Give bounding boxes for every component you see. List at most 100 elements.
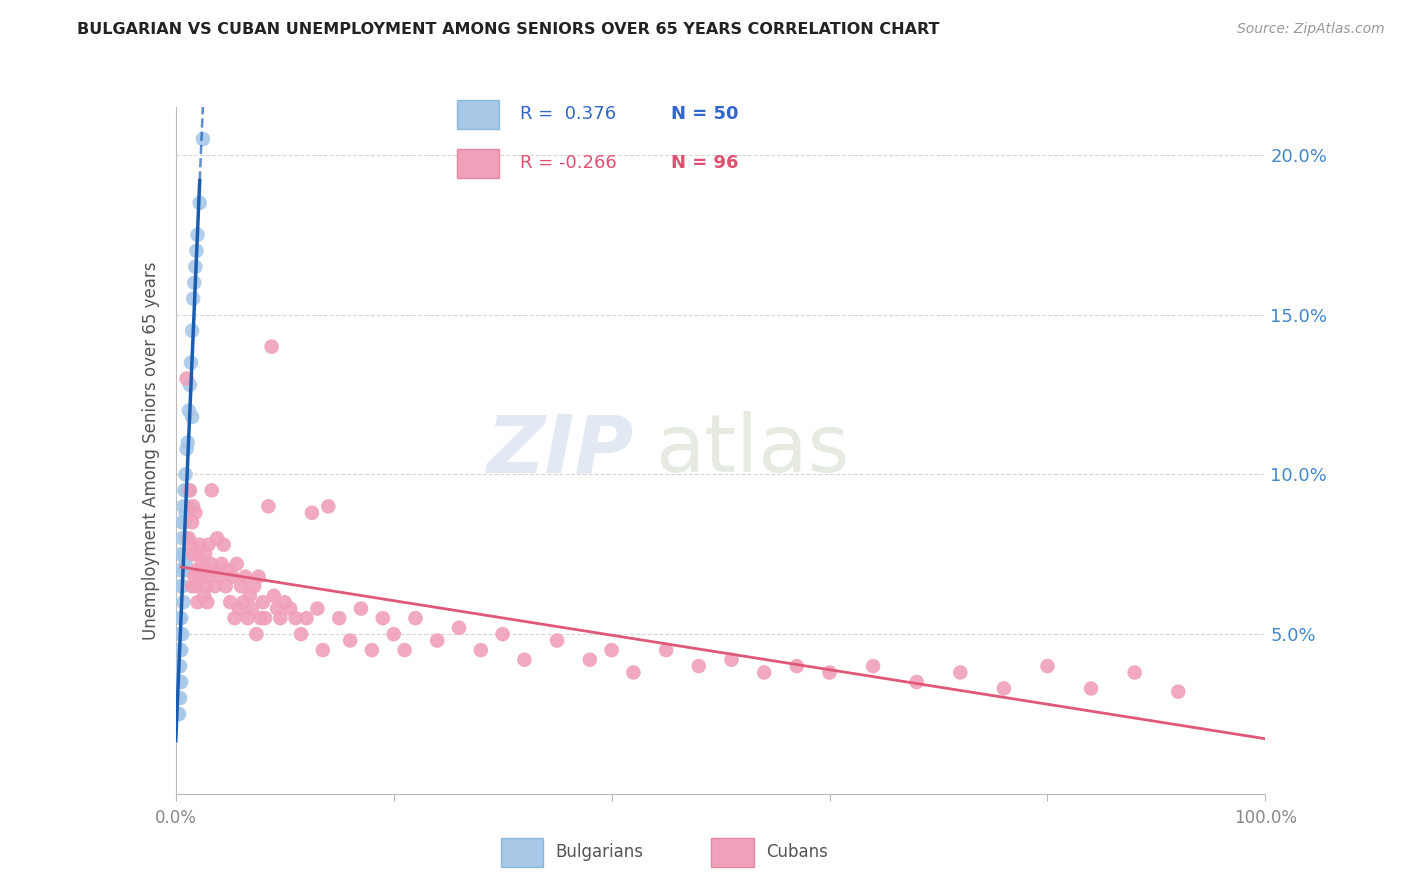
- Point: [426, 633, 449, 648]
- Point: [754, 665, 776, 680]
- Point: [173, 516, 195, 530]
- Point: [184, 506, 207, 520]
- Point: [205, 531, 228, 545]
- Point: [176, 483, 198, 498]
- Point: [204, 579, 226, 593]
- Point: [546, 633, 568, 648]
- Point: [235, 569, 257, 583]
- Point: [172, 595, 194, 609]
- Point: [181, 516, 204, 530]
- Point: [181, 292, 204, 306]
- Point: [257, 500, 280, 514]
- Point: [263, 589, 285, 603]
- Point: [201, 483, 224, 498]
- Point: [186, 595, 209, 609]
- Point: [180, 356, 202, 370]
- Point: [177, 531, 200, 545]
- Point: [172, 531, 194, 545]
- Point: [1123, 665, 1146, 680]
- Point: [232, 595, 254, 609]
- Point: [245, 627, 267, 641]
- Point: [600, 643, 623, 657]
- Point: [208, 569, 231, 583]
- Point: [179, 378, 201, 392]
- Text: atlas: atlas: [655, 411, 849, 490]
- Point: [186, 244, 208, 258]
- Point: [177, 500, 200, 514]
- Point: [225, 557, 247, 571]
- Point: [172, 547, 194, 561]
- Point: [197, 538, 219, 552]
- Point: [167, 706, 190, 721]
- Point: [328, 611, 350, 625]
- Point: [274, 595, 297, 609]
- Point: [174, 557, 197, 571]
- Point: [184, 260, 207, 274]
- Point: [190, 569, 212, 583]
- Point: [184, 579, 207, 593]
- Point: [183, 276, 205, 290]
- Point: [169, 691, 191, 706]
- Point: [688, 659, 710, 673]
- Point: [339, 633, 361, 648]
- Point: [295, 611, 318, 625]
- Point: [221, 569, 243, 583]
- Point: [188, 195, 211, 210]
- Text: N = 96: N = 96: [671, 154, 740, 172]
- Point: [181, 409, 204, 424]
- Point: [786, 659, 808, 673]
- Point: [301, 506, 323, 520]
- Point: [254, 611, 277, 625]
- Point: [173, 483, 195, 498]
- Point: [169, 611, 191, 625]
- Point: [621, 665, 644, 680]
- Point: [170, 579, 193, 593]
- Point: [219, 595, 242, 609]
- Point: [170, 643, 193, 657]
- Point: [269, 611, 291, 625]
- Point: [350, 601, 373, 615]
- Point: [191, 132, 214, 146]
- Point: [405, 611, 427, 625]
- Point: [181, 547, 204, 561]
- FancyBboxPatch shape: [501, 838, 543, 867]
- FancyBboxPatch shape: [457, 148, 499, 178]
- Point: [173, 563, 195, 577]
- Point: [176, 442, 198, 456]
- Point: [252, 595, 274, 609]
- Point: [247, 569, 270, 583]
- Text: R = -0.266: R = -0.266: [520, 154, 617, 172]
- Point: [181, 500, 204, 514]
- Text: N = 50: N = 50: [671, 105, 740, 123]
- Point: [579, 653, 602, 667]
- Point: [172, 516, 194, 530]
- Point: [170, 547, 193, 561]
- Point: [371, 611, 394, 625]
- Point: [905, 675, 928, 690]
- Point: [170, 611, 193, 625]
- Text: ZIP: ZIP: [486, 411, 633, 490]
- Point: [193, 589, 215, 603]
- Point: [167, 706, 190, 721]
- Point: [818, 665, 841, 680]
- Point: [188, 538, 211, 552]
- Text: Bulgarians: Bulgarians: [555, 843, 644, 861]
- Text: R =  0.376: R = 0.376: [520, 105, 616, 123]
- Point: [307, 601, 329, 615]
- Point: [228, 601, 250, 615]
- Point: [169, 643, 191, 657]
- Point: [1080, 681, 1102, 696]
- Point: [180, 538, 202, 552]
- Point: [191, 563, 214, 577]
- Point: [174, 506, 197, 520]
- Point: [1036, 659, 1059, 673]
- FancyBboxPatch shape: [711, 838, 754, 867]
- Point: [167, 691, 190, 706]
- Point: [1167, 684, 1189, 698]
- Point: [191, 557, 214, 571]
- Point: [862, 659, 884, 673]
- Point: [172, 516, 194, 530]
- Point: [174, 467, 197, 482]
- Point: [236, 611, 259, 625]
- Point: [260, 340, 283, 354]
